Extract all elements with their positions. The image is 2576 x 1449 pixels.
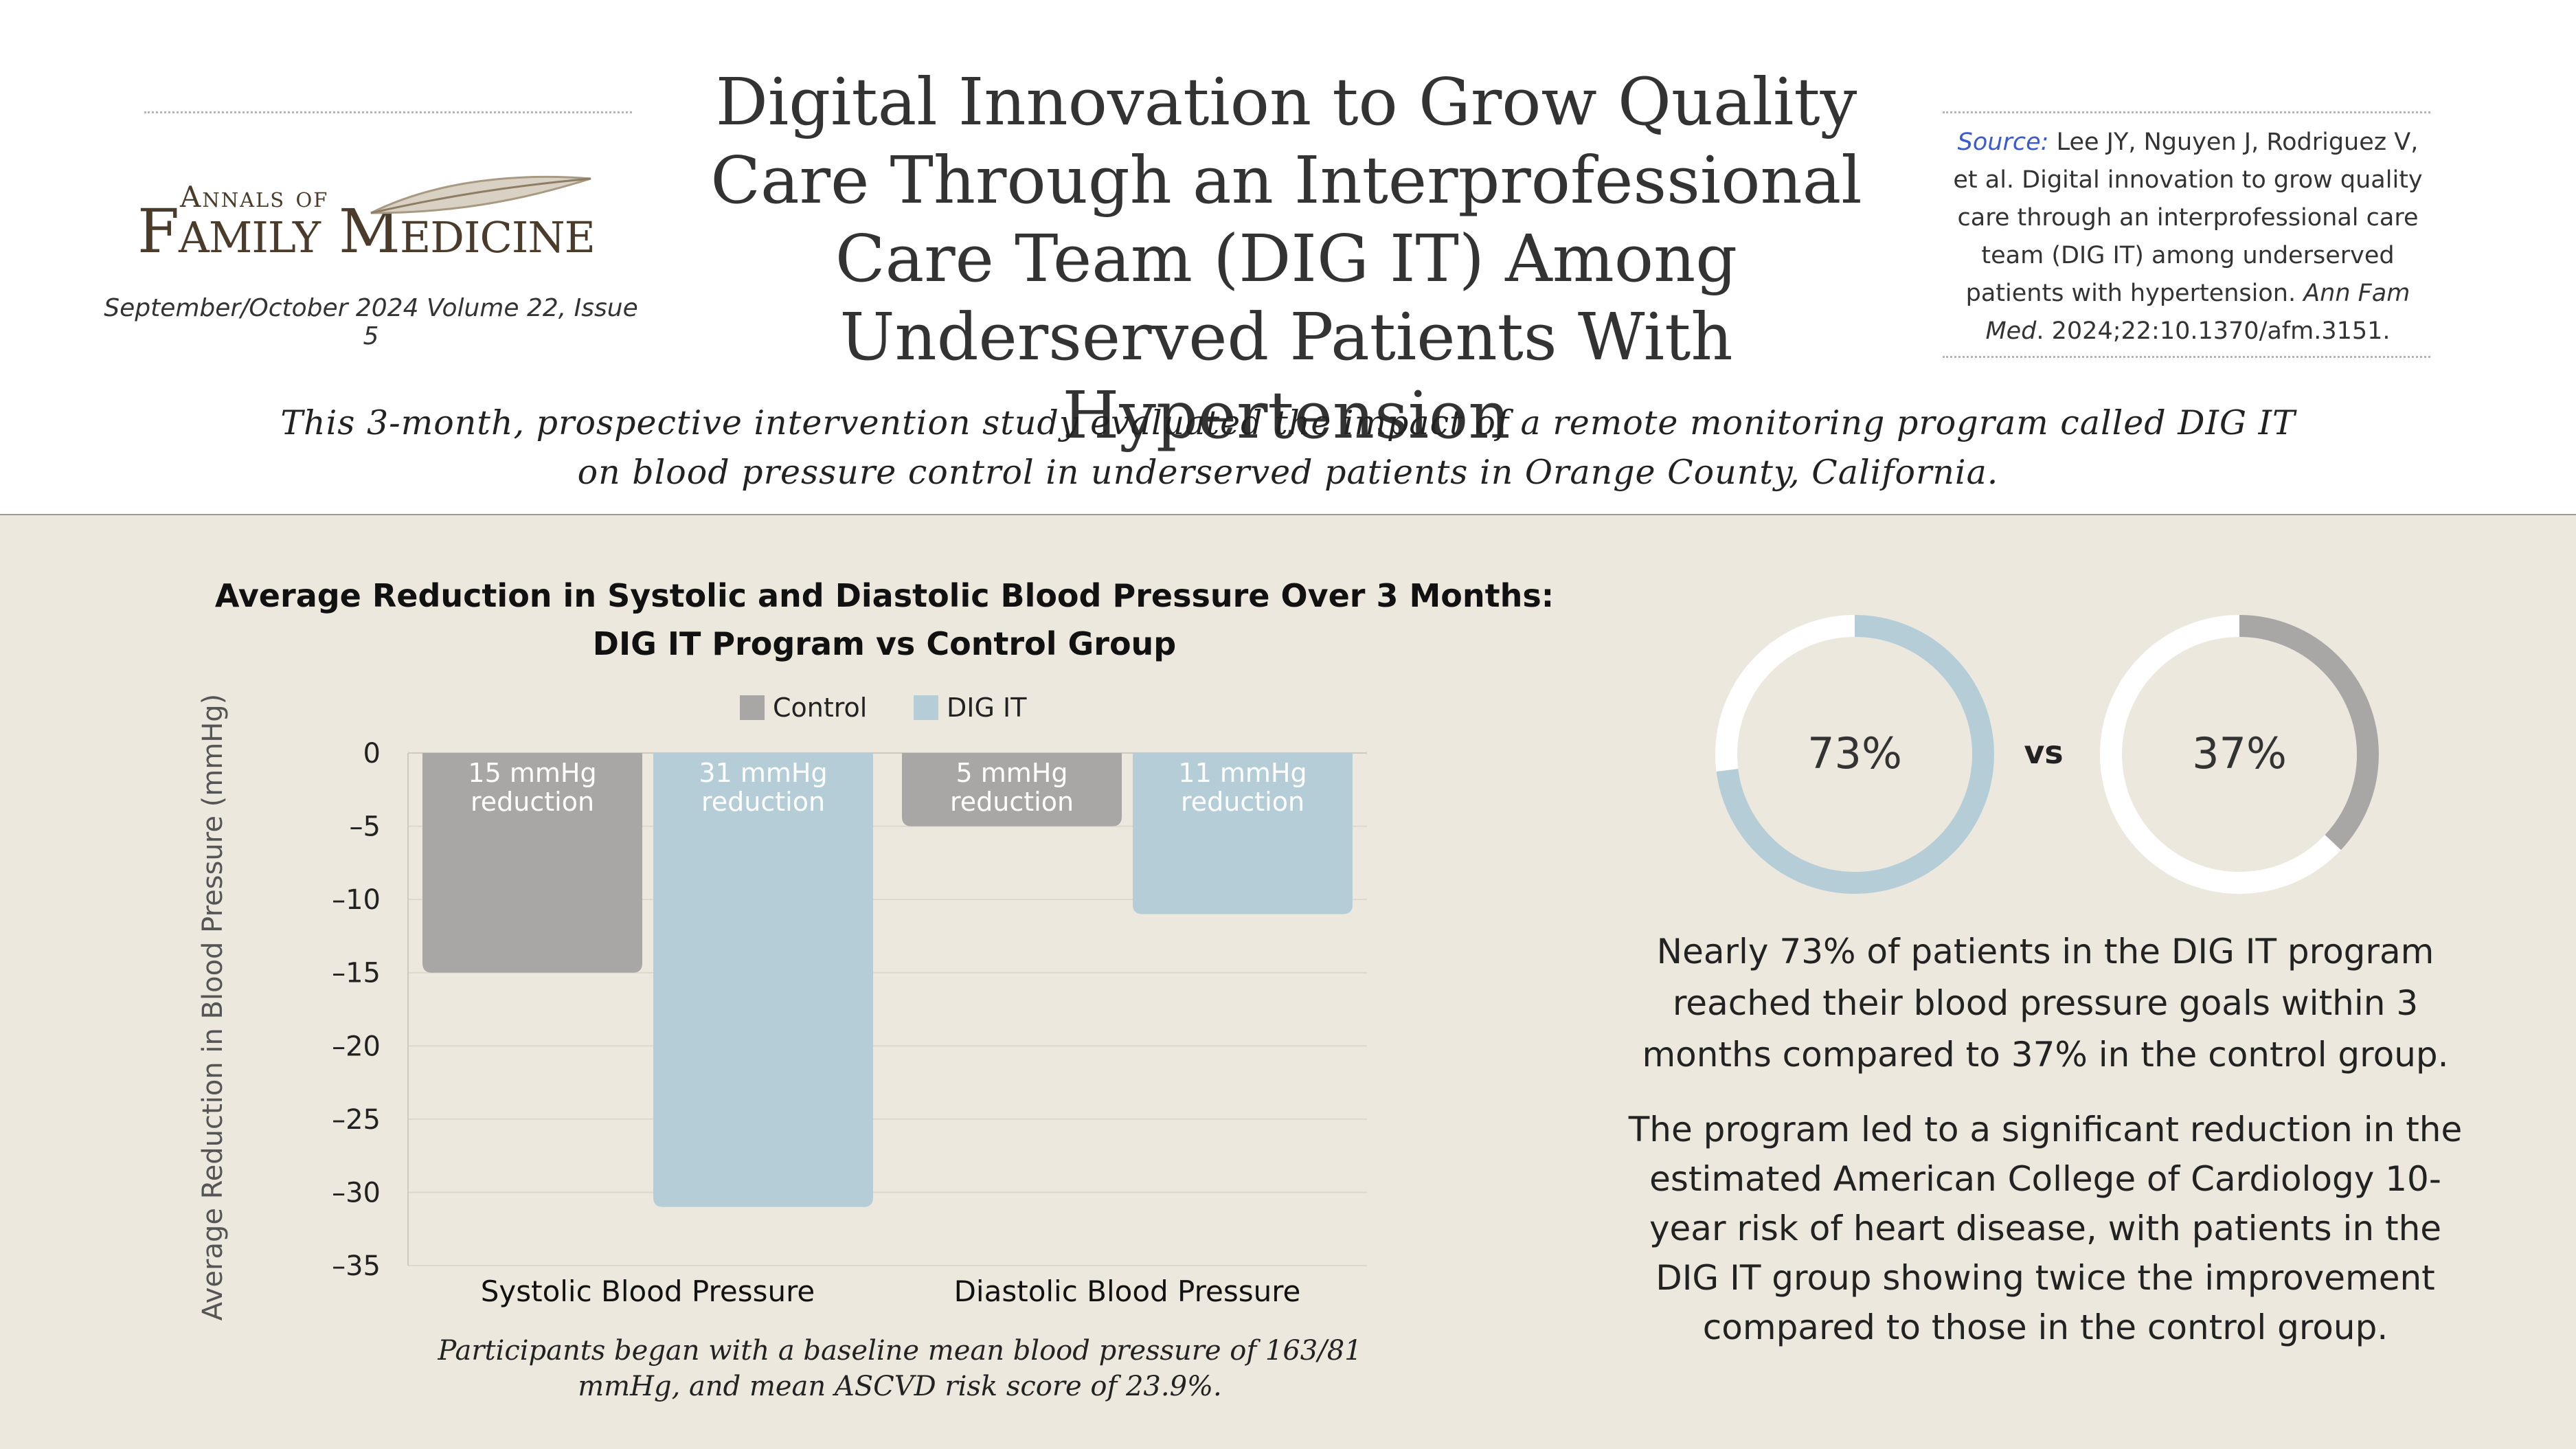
journal-logo-line1: Annals of (180, 180, 329, 214)
digit-goal-donut (1715, 615, 1994, 894)
y-tick-label: –15 (332, 958, 381, 989)
control-goal-donut (2100, 615, 2379, 894)
bar-data-label: 5 mmHg (956, 758, 1068, 788)
bar-data-label: 15 mmHg (468, 758, 596, 788)
source-bottom-rule (1943, 356, 2430, 358)
y-tick-label: –30 (332, 1177, 381, 1209)
source-citation: Source: Lee JY, Nguyen J, Rodriguez V, e… (1944, 124, 2432, 350)
bar-dig-it (1133, 753, 1353, 914)
study-summary: This 3-month, prospective intervention s… (280, 403, 2296, 492)
bar-data-label: reduction (471, 787, 594, 817)
bar-data-label: 11 mmHg (1178, 758, 1307, 788)
finding-goal-attainment: Nearly 73% of patients in the DIG IT pro… (1642, 932, 2449, 1075)
x-tick-label: Systolic Blood Pressure (481, 1274, 815, 1308)
finding-risk-reduction: The program led to a significant reducti… (1628, 1110, 2463, 1347)
baseline-note: Participants began with a baseline mean … (438, 1335, 1362, 1402)
bar-data-label: reduction (1181, 787, 1304, 817)
vs-label: vs (2024, 734, 2064, 771)
bar-dig-it (653, 753, 873, 1207)
source-text-end: . 2024;22:10.1370/afm.3151. (2036, 317, 2391, 345)
x-tick-label: Diastolic Blood Pressure (954, 1274, 1301, 1308)
bar-control (422, 753, 642, 973)
legend-item-digit: DIG IT (914, 690, 1026, 725)
logo-top-rule (144, 111, 632, 113)
legend-label-control: Control (773, 693, 868, 723)
y-tick-label: 0 (363, 738, 381, 770)
control-goal-percent: 37% (2192, 728, 2287, 778)
bar-data-label: reduction (950, 787, 1074, 817)
bar-control (902, 753, 1122, 827)
digit-goal-percent: 73% (1807, 728, 1902, 778)
source-label: Source: (1957, 128, 2049, 156)
y-tick-label: –10 (332, 884, 381, 916)
y-tick-label: –25 (332, 1104, 381, 1136)
source-top-rule (1943, 111, 2430, 113)
page-title: Digital Innovation to Grow Quality Care … (710, 65, 1862, 453)
legend-swatch-digit (914, 695, 938, 720)
source-text: Lee JY, Nguyen J, Rodriguez V, et al. Di… (1953, 128, 2423, 307)
legend-label-digit: DIG IT (947, 693, 1027, 723)
digit-goal-donut-arc (1715, 615, 1994, 894)
issue-info: September/October 2024 Volume 22, Issue … (104, 294, 638, 350)
chart-title: Average Reduction in Systolic and Diasto… (214, 577, 1555, 662)
feather-logo-icon (370, 175, 591, 214)
y-tick-label: –20 (332, 1031, 381, 1062)
legend-item-control: Control (740, 690, 867, 725)
bar-data-label: 31 mmHg (699, 758, 827, 788)
y-tick-label: –35 (332, 1250, 381, 1282)
source-journal: Ann Fam Med (1985, 280, 2410, 345)
control-goal-donut-arc (2100, 615, 2379, 894)
legend-swatch-control (740, 695, 765, 720)
bar-data-label: reduction (701, 787, 825, 817)
header: Annals of Family Medicine September/Octo… (0, 0, 2576, 515)
journal-logo-line2: Family Medicine (137, 196, 596, 267)
y-tick-label: –5 (350, 811, 381, 843)
